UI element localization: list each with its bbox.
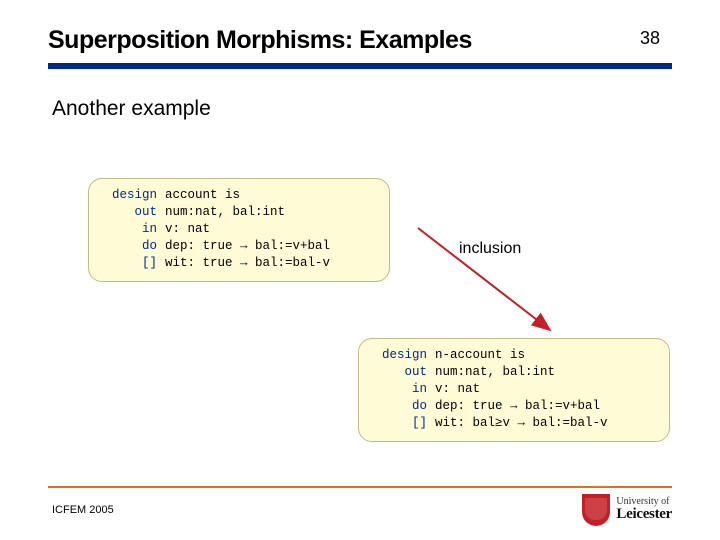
footer-text: ICFEM 2005 bbox=[52, 504, 114, 516]
code-body: dep: true → bal:=v+bal bbox=[435, 398, 600, 415]
keyword: out bbox=[103, 204, 157, 221]
keyword: in bbox=[103, 221, 157, 238]
keyword: do bbox=[373, 398, 427, 415]
footer-rule bbox=[48, 486, 672, 488]
code-line: [] wit: bal≥v → bal:=bal-v bbox=[373, 415, 655, 432]
crest-icon bbox=[582, 494, 610, 526]
code-line: do dep: true → bal:=v+bal bbox=[373, 398, 655, 415]
code-box-account: design account is out num:nat, bal:int inv… bbox=[88, 178, 390, 282]
keyword: design bbox=[373, 347, 427, 364]
code-body: n-account is bbox=[435, 347, 525, 364]
page-number: 38 bbox=[640, 28, 660, 49]
code-line: [] wit: true → bal:=bal-v bbox=[103, 255, 375, 272]
code-body: account is bbox=[165, 187, 240, 204]
code-body: num:nat, bal:int bbox=[165, 204, 285, 221]
keyword: [] bbox=[373, 415, 427, 432]
code-line: out num:nat, bal:int bbox=[373, 364, 655, 381]
code-line: do dep: true → bal:=v+bal bbox=[103, 238, 375, 255]
keyword: design bbox=[103, 187, 157, 204]
keyword: in bbox=[373, 381, 427, 398]
code-body: dep: true → bal:=v+bal bbox=[165, 238, 330, 255]
subtitle: Another example bbox=[52, 97, 672, 121]
arrow-label: inclusion bbox=[459, 240, 521, 258]
slide: Superposition Morphisms: Examples 38 Ano… bbox=[0, 0, 720, 540]
logo-text: University of Leicester bbox=[616, 497, 672, 523]
code-body: wit: true → bal:=bal-v bbox=[165, 255, 330, 272]
logo-line2: Leicester bbox=[616, 507, 672, 523]
code-body: num:nat, bal:int bbox=[435, 364, 555, 381]
code-line: in v: nat bbox=[103, 221, 375, 238]
code-box-n-account: design n-account is out num:nat, bal:int i… bbox=[358, 338, 670, 442]
keyword: do bbox=[103, 238, 157, 255]
code-line: design account is bbox=[103, 187, 375, 204]
keyword: [] bbox=[103, 255, 157, 272]
inclusion-arrow bbox=[400, 210, 590, 350]
title-rule bbox=[48, 63, 672, 69]
code-line: out num:nat, bal:int bbox=[103, 204, 375, 221]
code-line: in v: nat bbox=[373, 381, 655, 398]
code-line: design n-account is bbox=[373, 347, 655, 364]
keyword: out bbox=[373, 364, 427, 381]
code-body: wit: bal≥v → bal:=bal-v bbox=[435, 415, 608, 432]
university-logo: University of Leicester bbox=[582, 494, 672, 526]
code-body: v: nat bbox=[435, 381, 480, 398]
code-body: v: nat bbox=[165, 221, 210, 238]
slide-title: Superposition Morphisms: Examples bbox=[48, 26, 672, 55]
